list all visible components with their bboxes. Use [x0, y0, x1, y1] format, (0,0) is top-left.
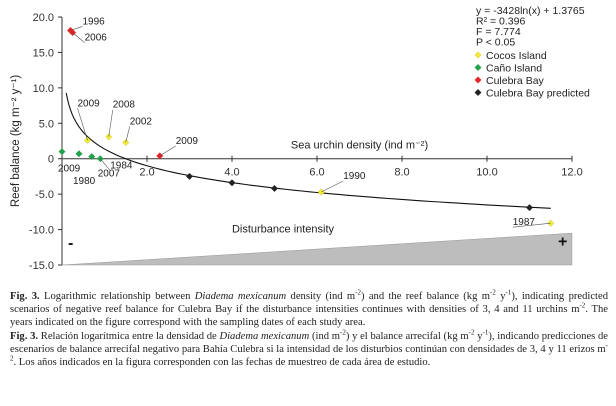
- point-label: 1984: [110, 161, 133, 172]
- cap-en-part-2: density (ind m: [286, 291, 356, 302]
- disturbance-plus: +: [558, 234, 567, 251]
- point-culebra-bay-predicted: [270, 184, 279, 193]
- cap-es-part-6: y: [474, 331, 483, 342]
- cap-es-part-7: -1: [482, 328, 489, 337]
- legend-marker: [474, 63, 482, 72]
- disturbance-label: Disturbance intensity: [232, 223, 335, 235]
- point-label: 1980: [73, 176, 96, 187]
- caption-spanish: Fig. 3. Relación logarítmica entre la de…: [10, 328, 608, 369]
- cap-en-part-0: Logarithmic relationship between: [39, 291, 195, 302]
- point-leader-line: [108, 109, 114, 137]
- point-culebra-bay-predicted: [228, 179, 236, 187]
- point-leader-line: [77, 108, 88, 141]
- point-leader-line: [321, 180, 344, 193]
- y-tick-label: -15.0: [29, 260, 54, 272]
- legend-entry: Cocos Island: [486, 50, 547, 62]
- point-leader-line: [72, 32, 85, 43]
- cap-en-part-8: ), indicating predicted scenarios of neg…: [10, 291, 608, 315]
- x-tick-label: 8.0: [394, 167, 409, 179]
- cap-es-part-0: Relación logarítmica entre la densidad d…: [38, 331, 220, 342]
- figure-caption: Fig. 3. Logarithmic relationship between…: [10, 288, 608, 370]
- x-tick-label: 12.0: [561, 167, 582, 179]
- trendline-curve: [65, 92, 551, 209]
- point-leader-line: [159, 145, 176, 157]
- y-tick-label: 0: [48, 154, 54, 166]
- point-ca-o-island: [75, 150, 83, 158]
- point-label: 1990: [343, 171, 366, 182]
- y-axis-title: Reef balance (kg m⁻² y⁻¹): [10, 75, 22, 207]
- legend-entry: Culebra Bay predicted: [486, 88, 590, 100]
- point-label: 1996: [83, 16, 106, 27]
- cap-es-part-2: (ind m: [309, 331, 340, 342]
- point-label: 2008: [113, 100, 136, 111]
- point-label: 2007: [98, 169, 121, 180]
- caption-en-text: Logarithmic relationship between Diadema…: [10, 288, 608, 328]
- y-tick-label: 20.0: [33, 12, 54, 24]
- stats-line: P < 0.05: [476, 37, 515, 49]
- cap-es-part-4: ) y el balance arrecifal (kg m: [345, 331, 469, 342]
- cap-en-part-10: . The years indicated on the figure corr…: [10, 304, 608, 328]
- legend-marker: [474, 76, 482, 84]
- caption-es-text: Relación logarítmica entre la densidad d…: [10, 328, 608, 368]
- cap-es-part-9: -2: [10, 341, 608, 363]
- point-label: 1987: [513, 217, 536, 228]
- stats-line: y = -3428ln(x) + 1.3765: [476, 5, 585, 17]
- legend-entry: Culebra Bay: [486, 75, 545, 87]
- data-points: 2009 200820021990198720091980200719841996…: [58, 16, 555, 228]
- axes: 20.015.010.05.00-5.0-10.0-15.02.0 4.0 6.0 8…: [10, 12, 583, 272]
- point-cocos-island: [317, 188, 325, 196]
- point-label: 2009: [78, 98, 101, 109]
- point-leader-line: [512, 222, 551, 228]
- point-label: 2009: [176, 136, 199, 147]
- y-tick-label: 15.0: [33, 47, 54, 59]
- stats-line: F = 7.774: [476, 26, 521, 38]
- point-leader-line: [125, 126, 131, 143]
- cap-en-part-5: -2: [490, 288, 496, 297]
- point-ca-o-island: [88, 153, 96, 161]
- y-tick-label: 10.0: [33, 83, 54, 95]
- cap-es-part-8: ), indicando predicciones de escenarios …: [10, 331, 608, 355]
- disturbance-wedge: Disturbance intensity - +: [61, 223, 573, 266]
- x-tick-label: 6.0: [309, 167, 324, 179]
- point-leader-line: [100, 158, 111, 171]
- chart: 20.015.010.05.00-5.0-10.0-15.02.0 4.0 6.0 8…: [10, 5, 590, 272]
- legend-marker: [474, 88, 482, 97]
- x-axis-title: Sea urchin density (ind m⁻²): [291, 140, 428, 152]
- point-label: 2002: [130, 116, 153, 127]
- cap-en-part-9: -2: [579, 301, 586, 310]
- cap-es-part-10: . Los años indicados en la figura corres…: [13, 357, 431, 368]
- y-tick-label: -5.0: [35, 189, 54, 201]
- disturbance-minus: -: [68, 235, 73, 252]
- x-tick-label: 10.0: [476, 167, 497, 179]
- caption-es-label: Fig. 3.: [10, 331, 39, 342]
- cap-es-part-1: Diadema mexicanum: [219, 331, 310, 342]
- point-culebra-bay-predicted: [185, 172, 194, 180]
- cap-en-part-6: y: [495, 291, 506, 302]
- disturbance-triangle: [61, 232, 573, 266]
- caption-english: Fig. 3. Logarithmic relationship between…: [10, 288, 608, 329]
- y-tick-label: 5.0: [39, 118, 54, 130]
- legend-entry: Caño Island: [486, 63, 542, 75]
- point-label: 2009: [58, 164, 81, 175]
- cap-en-part-7: -1: [505, 288, 512, 297]
- x-tick-label: 2.0: [139, 167, 154, 179]
- stats-line: R² = 0.396: [476, 16, 525, 28]
- point-ca-o-island: [58, 148, 66, 156]
- point-culebra-bay-predicted: [525, 204, 534, 212]
- y-tick-label: -10.0: [29, 225, 54, 237]
- point-label: 2006: [85, 33, 108, 44]
- cap-en-part-3: -2: [355, 288, 361, 297]
- trendline: [65, 92, 551, 209]
- cap-en-part-4: ) and the reef balance (kg m: [360, 291, 490, 302]
- caption-en-label: Fig. 3.: [10, 291, 40, 302]
- legend-marker: [474, 51, 482, 59]
- cap-es-part-5: -2: [468, 328, 475, 337]
- cap-en-part-1: Diadema mexicanum: [194, 291, 287, 302]
- cap-es-part-3: -2: [340, 328, 346, 337]
- x-tick-label: 4.0: [224, 167, 239, 179]
